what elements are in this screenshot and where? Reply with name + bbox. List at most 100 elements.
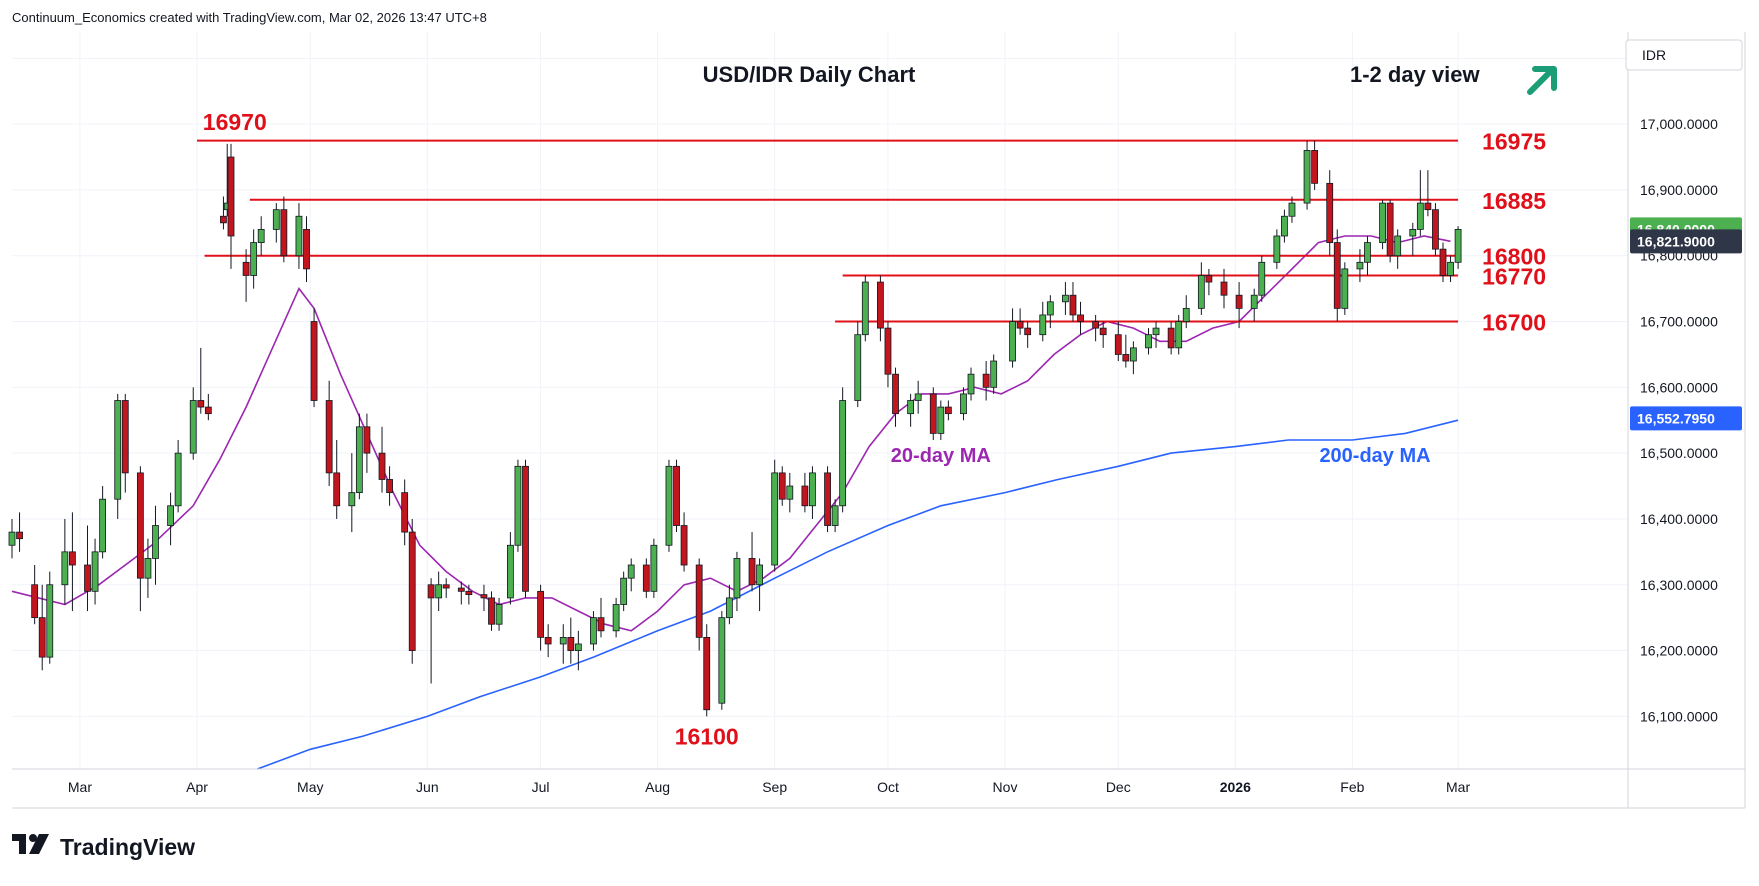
candle-body [642, 564, 650, 592]
x-tick-label: Dec [1106, 779, 1131, 795]
candle-body [1145, 334, 1152, 349]
candle-body [960, 393, 967, 415]
annotation-label: 200-day MA [1319, 445, 1430, 467]
y-tick-label: 16,300.0000 [1640, 577, 1718, 593]
candle-body [1205, 275, 1213, 283]
candle-body [303, 229, 310, 270]
candle-body [8, 531, 16, 546]
candle-body [703, 636, 711, 711]
candle-body [272, 209, 280, 230]
candle-body [1009, 321, 1016, 362]
candle-body [884, 327, 892, 375]
level-label: 16975 [1482, 129, 1546, 155]
candle-body [537, 590, 544, 638]
candle-body [786, 485, 794, 500]
candle-body [91, 551, 99, 592]
annotations: 16970 16100 20-day MA 200-day MA [203, 109, 1431, 749]
candle-body [1167, 327, 1175, 349]
candle-body [1069, 294, 1077, 316]
candle-body [242, 261, 250, 276]
price-label-text: 16,552.7950 [1637, 410, 1715, 426]
candle-body [257, 229, 265, 243]
candle-body [174, 452, 182, 507]
candle-body [1258, 261, 1266, 296]
candle-body [590, 617, 597, 645]
candle-body [778, 472, 786, 500]
candle-body [1432, 209, 1439, 250]
currency-label: IDR [1642, 47, 1666, 63]
candle-body [16, 531, 23, 540]
candle-body [488, 597, 495, 625]
candle-body [1281, 215, 1288, 237]
candle-body [408, 531, 416, 651]
candle-body [1182, 307, 1190, 322]
candle-body [877, 281, 884, 329]
arrow-up-right-icon [1527, 66, 1557, 95]
candle-body [1062, 294, 1069, 303]
candle-body [1273, 235, 1281, 263]
candle-body [1092, 321, 1100, 329]
candle-body [1424, 202, 1432, 211]
x-tick-label: Mar [1446, 779, 1470, 795]
candle-body [333, 472, 341, 507]
x-tick-label: Sep [762, 779, 787, 795]
y-tick-label: 16,600.0000 [1640, 379, 1718, 395]
ma200-line [257, 419, 1459, 770]
candle-body [1152, 327, 1160, 336]
y-tick-label: 16,500.0000 [1640, 445, 1718, 461]
annotation-label: 20-day MA [891, 445, 991, 467]
ma20-path [11, 235, 1451, 632]
candle-body [197, 400, 205, 408]
candle-body [1077, 314, 1084, 322]
x-tick-label: Aug [645, 779, 670, 795]
candle-body [378, 452, 386, 480]
candle-body [1122, 354, 1130, 362]
level-label: 16800 [1482, 244, 1546, 270]
price-label-box [1630, 406, 1742, 431]
candle-body [514, 465, 522, 546]
candle-body [1379, 202, 1386, 243]
candle-body [1175, 321, 1183, 349]
candle-body [1235, 294, 1243, 309]
tradingview-logo[interactable]: TradingView [12, 832, 195, 862]
candle-body [363, 426, 371, 454]
candle-body [627, 564, 635, 579]
candle-body [495, 604, 503, 625]
candle-body [756, 564, 763, 586]
candle-body [61, 551, 69, 586]
candle-body [1454, 229, 1462, 263]
candle-body [1114, 334, 1122, 355]
candle-body [310, 321, 318, 401]
candle-body [1016, 321, 1024, 329]
candle-body [386, 479, 393, 494]
candle-body [348, 492, 356, 507]
candle-body [1046, 301, 1054, 316]
chart-credit: Continuum_Economics created with Trading… [12, 10, 487, 25]
candle-body [204, 406, 212, 415]
candle-body [69, 551, 76, 566]
candle-body [152, 525, 159, 559]
candle-body [1311, 150, 1319, 184]
candle-body [967, 373, 975, 395]
candle-body [355, 426, 363, 494]
candle-body [1220, 281, 1228, 296]
price-label-box [1630, 229, 1742, 254]
candle-body [457, 587, 465, 592]
candle-body [1416, 202, 1424, 230]
candle-body [401, 492, 409, 533]
candle-body [1394, 235, 1402, 257]
ma20-line [11, 235, 1451, 632]
candle-body [1288, 202, 1296, 217]
annotation-label: 16100 [675, 723, 739, 749]
chart-subtitle: 1-2 day view [1350, 62, 1481, 87]
candle-body [612, 604, 620, 632]
candle-body [1129, 347, 1137, 362]
candle-body [114, 400, 122, 500]
candle-body [861, 281, 869, 336]
candle-body [907, 400, 915, 415]
candle-body [227, 156, 235, 237]
currency-label-box [1625, 39, 1743, 71]
candle-body [929, 393, 937, 434]
